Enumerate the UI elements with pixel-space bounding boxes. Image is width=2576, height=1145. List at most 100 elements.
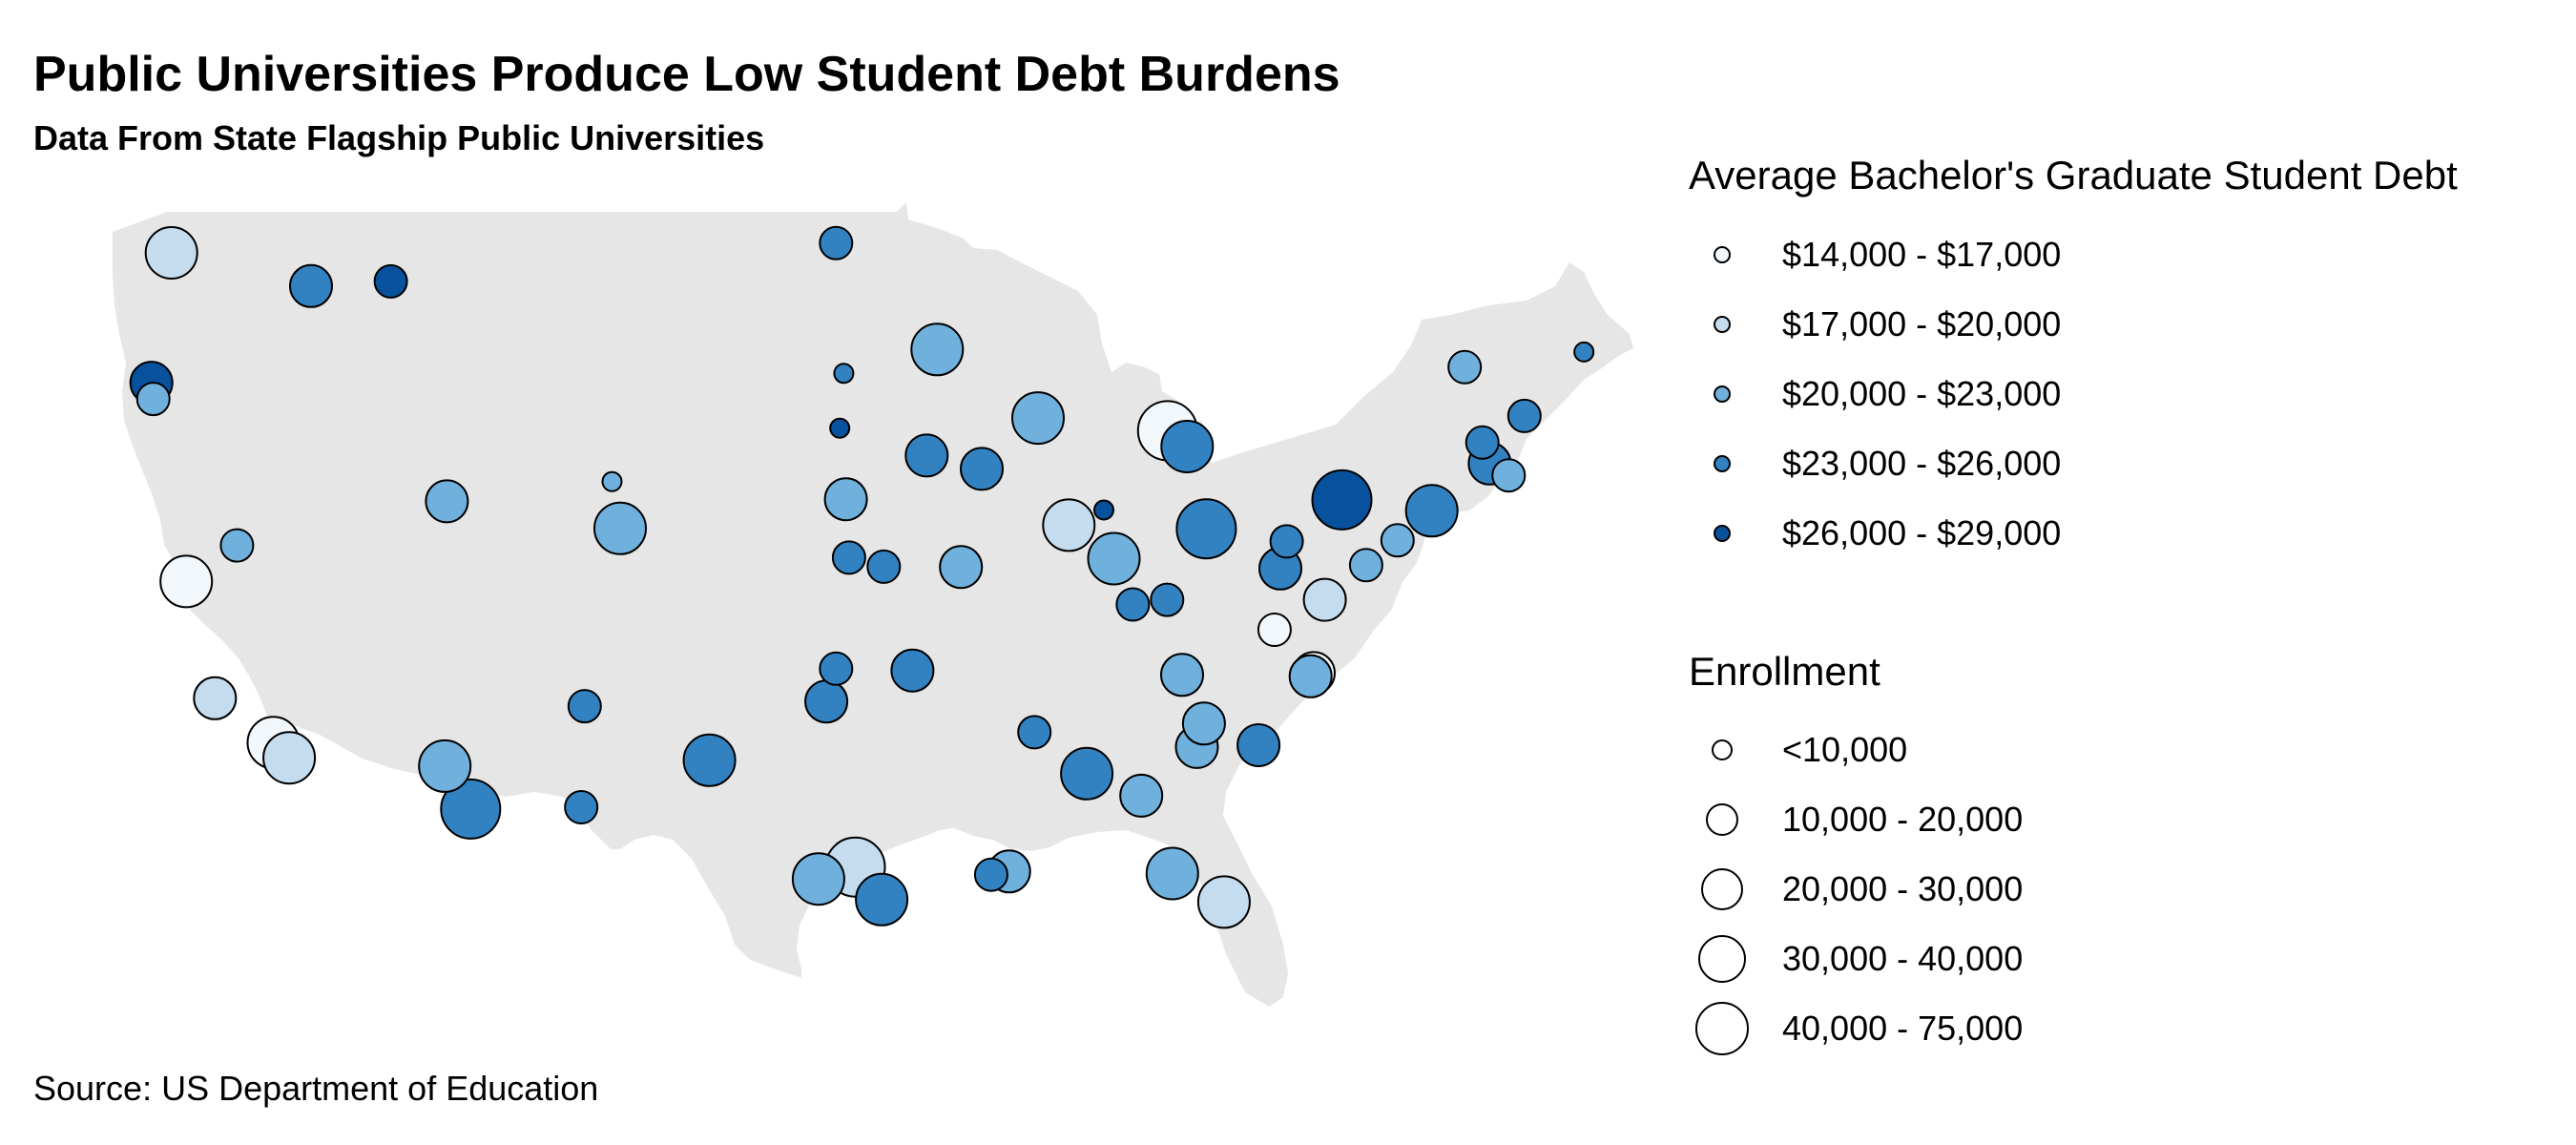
university-point xyxy=(1288,654,1333,698)
legend-key-symbol xyxy=(1714,455,1731,472)
university-point xyxy=(1257,613,1292,647)
university-point xyxy=(1160,420,1215,473)
legend-label: $14,000 - $17,000 xyxy=(1782,235,2062,274)
university-point xyxy=(1145,846,1199,901)
legend-item: 40,000 - 75,000 xyxy=(1689,1000,2023,1057)
university-point xyxy=(855,872,909,926)
legend-key xyxy=(1689,435,1755,492)
legend-item: <10,000 xyxy=(1689,721,1907,779)
university-point xyxy=(567,689,602,724)
university-point xyxy=(1042,498,1096,552)
legend-key xyxy=(1689,365,1755,423)
university-point xyxy=(1181,701,1226,746)
university-point xyxy=(791,852,845,906)
legend-key-symbol xyxy=(1714,385,1731,403)
university-point xyxy=(1087,531,1141,586)
university-point xyxy=(823,477,868,522)
us-map xyxy=(113,202,1633,1007)
source-note: Source: US Department of Education xyxy=(33,1069,599,1108)
us-landmass xyxy=(113,202,1633,1007)
university-point xyxy=(262,731,317,785)
university-point xyxy=(904,433,949,478)
legend-label: 30,000 - 40,000 xyxy=(1782,939,2024,978)
legend-key xyxy=(1689,861,1755,918)
university-point xyxy=(1196,875,1251,929)
university-point xyxy=(564,790,599,824)
legend-item: 20,000 - 30,000 xyxy=(1689,861,2023,918)
legend-key-symbol xyxy=(1714,316,1731,333)
university-point xyxy=(804,679,849,724)
university-point xyxy=(159,554,214,609)
university-point xyxy=(1119,773,1164,818)
university-point xyxy=(1348,548,1383,583)
university-point xyxy=(1017,715,1052,750)
legend-key xyxy=(1689,296,1755,353)
university-point xyxy=(939,545,984,590)
university-point xyxy=(1011,391,1065,446)
university-point xyxy=(866,549,902,584)
university-point xyxy=(1236,723,1281,767)
legend-label: 20,000 - 30,000 xyxy=(1782,869,2024,908)
legend-item: 30,000 - 40,000 xyxy=(1689,930,2023,988)
legend-label: <10,000 xyxy=(1782,730,1908,769)
university-point xyxy=(1491,458,1527,493)
legend-key-symbol xyxy=(1712,739,1733,760)
legend-label: $20,000 - $23,000 xyxy=(1782,374,2062,413)
university-point xyxy=(819,225,854,260)
university-point xyxy=(1465,425,1500,460)
university-point xyxy=(1093,499,1114,521)
legend-key xyxy=(1689,930,1755,988)
university-point xyxy=(829,417,851,439)
university-point xyxy=(1302,577,1347,622)
enrollment-legend-title: Enrollment xyxy=(1689,649,1880,694)
university-point xyxy=(890,648,935,693)
university-point xyxy=(289,263,333,308)
legend-key xyxy=(1689,1000,1755,1057)
university-point xyxy=(1447,349,1483,385)
university-point xyxy=(440,778,502,840)
university-point xyxy=(1380,523,1415,558)
university-point xyxy=(601,470,623,492)
university-point xyxy=(682,733,737,787)
university-point xyxy=(1269,524,1304,559)
legend-label: $26,000 - $29,000 xyxy=(1782,513,2062,552)
university-point xyxy=(831,540,866,575)
university-point xyxy=(833,363,855,385)
chart-title: Public Universities Produce Low Student … xyxy=(33,47,1340,102)
legend-key xyxy=(1689,721,1755,779)
legend-label: 40,000 - 75,000 xyxy=(1782,1009,2024,1048)
university-point xyxy=(373,263,408,299)
university-point xyxy=(1404,484,1459,538)
university-point xyxy=(1115,587,1151,622)
university-point xyxy=(973,857,1008,892)
university-point xyxy=(1060,746,1114,801)
legend-label: $17,000 - $20,000 xyxy=(1782,304,2062,344)
university-point xyxy=(819,651,854,686)
legend-key-symbol xyxy=(1701,868,1743,910)
legend-key xyxy=(1689,505,1755,562)
university-point xyxy=(144,226,198,280)
university-point xyxy=(425,479,469,524)
university-point xyxy=(1160,653,1204,697)
legend-key-symbol xyxy=(1706,803,1738,836)
legend-key xyxy=(1689,791,1755,848)
legend-item: $14,000 - $17,000 xyxy=(1689,226,2061,283)
legend-item: $23,000 - $26,000 xyxy=(1689,435,2061,492)
legend-item: $17,000 - $20,000 xyxy=(1689,296,2061,353)
university-point xyxy=(219,528,255,563)
legend-item: $26,000 - $29,000 xyxy=(1689,505,2061,562)
legend-key-symbol xyxy=(1695,1002,1749,1055)
university-point xyxy=(910,323,965,377)
university-point xyxy=(960,447,1004,491)
university-point xyxy=(193,676,238,720)
legend-key-symbol xyxy=(1714,525,1731,542)
chart-subtitle: Data From State Flagship Public Universi… xyxy=(33,118,765,157)
legend-key-symbol xyxy=(1698,935,1746,983)
debt-legend-title: Average Bachelor's Graduate Student Debt xyxy=(1689,153,2458,198)
legend-key-symbol xyxy=(1714,246,1731,263)
university-point xyxy=(135,382,171,417)
university-point xyxy=(593,501,647,555)
university-point xyxy=(1311,468,1373,531)
university-point xyxy=(1175,498,1237,560)
university-point xyxy=(1573,341,1595,363)
